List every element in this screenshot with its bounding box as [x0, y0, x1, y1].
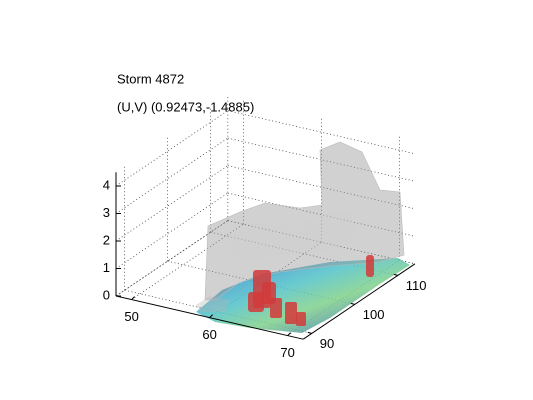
grid-line	[115, 192, 229, 269]
y-tick	[350, 302, 355, 305]
z-tick-label: 1	[103, 260, 110, 275]
grid-line	[167, 260, 355, 305]
x-tick-label: 50	[124, 309, 138, 324]
core	[270, 298, 282, 318]
grid-line	[210, 231, 398, 276]
y-tick-label: 90	[320, 336, 334, 351]
box-edge	[115, 220, 229, 297]
core	[285, 302, 297, 324]
core	[366, 255, 374, 277]
grid-line	[124, 289, 312, 334]
z-tick-label: 0	[103, 287, 110, 302]
y-tick-label: 100	[363, 307, 385, 322]
x-tick	[209, 314, 213, 318]
x-tick-label: 60	[202, 327, 216, 342]
axis-layer: 0 1 2 3 4 50 60 70 90 100 110	[103, 172, 427, 360]
grid-line	[227, 110, 416, 155]
reflectivity-cores	[248, 255, 374, 326]
grid-line	[115, 165, 229, 242]
grid-line	[227, 192, 416, 237]
box-edge	[227, 220, 416, 265]
y-tick	[307, 331, 312, 334]
grid-layer	[115, 96, 416, 336]
z-tick-label: 3	[103, 205, 110, 220]
x-tick-label: 70	[280, 345, 294, 360]
grid-line	[131, 223, 244, 300]
storm-cloud	[196, 296, 230, 312]
z-tick-label: 2	[103, 232, 110, 247]
grid-line	[227, 137, 416, 182]
storm-cloud	[204, 141, 405, 301]
grid-line	[115, 110, 229, 187]
y-axis	[302, 263, 416, 340]
storm-volume	[196, 141, 410, 333]
storm-cloud	[222, 212, 360, 262]
core	[296, 312, 306, 326]
y-tick-label: 110	[406, 278, 427, 293]
x-tick	[287, 332, 291, 336]
grid-line	[227, 165, 416, 210]
core	[248, 292, 264, 312]
z-tick-label: 4	[103, 177, 110, 192]
rain-floor	[196, 258, 410, 333]
x-tick	[131, 296, 135, 300]
y-tick	[393, 273, 398, 276]
chart-subtitle: (U,V) (0.92473,-1.4885)	[117, 99, 254, 114]
chart-title: Storm 4872	[117, 71, 184, 86]
grid-line	[115, 137, 229, 214]
